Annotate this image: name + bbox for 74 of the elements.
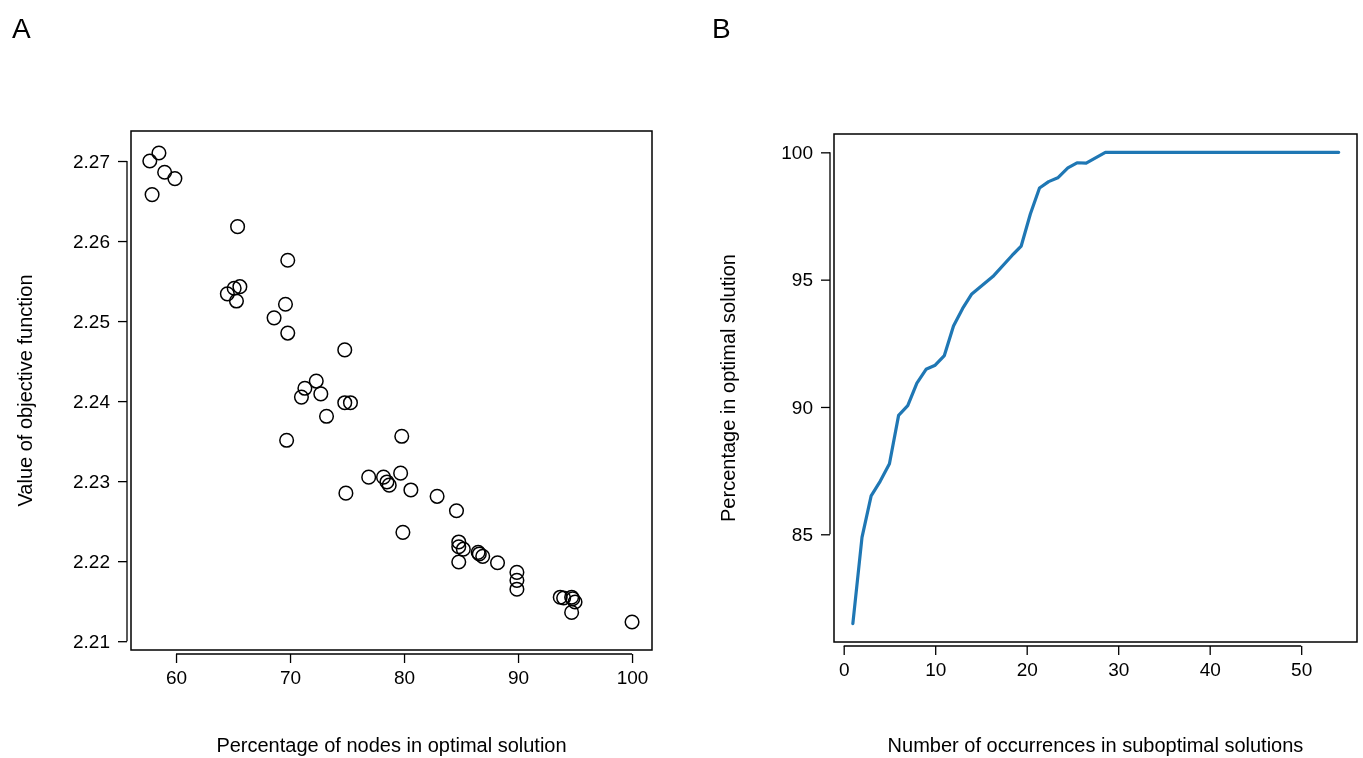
x-tick-label: 70 [279,667,302,689]
point [226,280,242,296]
x-tick-label: 90 [507,667,530,689]
point [395,524,411,540]
point [280,325,296,341]
point [361,469,377,485]
point [144,187,160,203]
point [342,395,359,411]
point [451,539,467,555]
chart-title: B [712,13,731,44]
x-tick-label: 60 [165,667,188,689]
point [230,219,246,235]
point [280,252,296,268]
x-tick-label: 80 [393,667,416,689]
point [556,590,572,606]
y-tick-label: 85 [791,523,813,545]
point [448,503,465,519]
point [489,555,506,571]
y-tick-label: 90 [791,396,813,418]
point [337,342,353,358]
point [232,279,248,295]
point [337,395,353,411]
point [455,541,471,557]
point [394,428,410,444]
y-tick-label: 2.22 [73,550,110,572]
point [228,293,244,309]
y-tick-label: 2.23 [73,470,110,492]
point [552,589,568,605]
y-tick-label: 2.21 [73,630,110,652]
line-series [851,150,1341,626]
y-tick-label: 2.26 [73,230,110,252]
point [277,296,294,312]
point [151,145,167,161]
x-axis-title: Number of occurrences in suboptimal solutions [887,734,1304,756]
point [451,554,467,570]
point [338,485,354,501]
point [297,380,313,396]
point [279,432,295,448]
x-tick-label: 50 [1291,659,1313,681]
point [375,469,392,485]
point [142,153,158,169]
point [624,614,640,630]
point [429,488,445,504]
point [219,286,235,302]
point [509,564,525,580]
x-tick-label: 100 [616,667,649,689]
y-axis-title: Percentage in optimal solution [717,254,739,522]
point [475,548,491,564]
y-tick-label: 2.27 [73,150,110,172]
x-tick-label: 0 [838,659,850,681]
point [403,482,419,498]
point [157,164,173,180]
point [564,604,580,620]
point [318,408,335,424]
point [293,389,309,405]
y-tick-label: 2.25 [73,310,110,332]
x-tick-label: 40 [1199,659,1221,681]
x-tick-label: 30 [1108,659,1130,681]
y-tick-label: 100 [781,141,813,163]
y-tick-label: 2.24 [73,390,111,412]
x-tick-label: 20 [1016,659,1038,681]
chart-title: A [12,13,31,44]
x-axis-title: Percentage of nodes in optimal solution [216,734,567,756]
point [509,581,525,597]
y-tick-label: 95 [791,269,813,291]
y-axis-title: Value of objective function [14,274,36,507]
x-tick-label: 10 [925,659,947,681]
point [393,465,409,481]
point [308,373,324,389]
point [509,572,525,588]
point [167,171,183,187]
point [266,310,282,326]
point [313,386,329,402]
point [451,534,467,550]
